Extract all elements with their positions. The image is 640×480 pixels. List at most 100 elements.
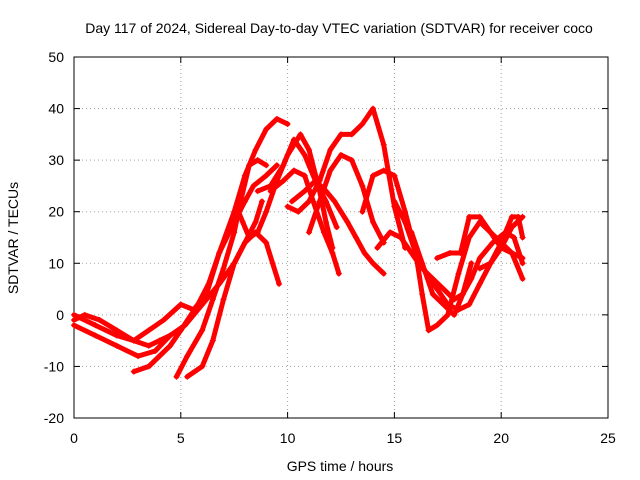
data-point xyxy=(333,224,340,231)
data-point xyxy=(451,311,458,318)
data-point xyxy=(184,373,191,380)
data-point xyxy=(301,151,308,158)
data-point xyxy=(301,172,308,179)
x-tick-label: 15 xyxy=(387,430,403,446)
series-sat-r xyxy=(476,213,526,272)
data-point xyxy=(459,291,466,298)
data-point xyxy=(344,219,351,226)
data-point xyxy=(370,219,377,226)
data-point xyxy=(359,208,366,215)
series-sat-h xyxy=(254,136,340,231)
data-point xyxy=(329,249,336,256)
data-point xyxy=(352,234,359,241)
data-point xyxy=(113,332,120,339)
data-point xyxy=(130,368,137,375)
data-point xyxy=(280,177,287,184)
data-point xyxy=(220,296,227,303)
data-point xyxy=(152,347,159,354)
x-axis-label: GPS time / hours xyxy=(287,458,394,474)
data-point xyxy=(263,126,270,133)
data-point xyxy=(419,260,426,267)
data-point xyxy=(305,229,312,236)
data-point xyxy=(250,182,257,189)
data-point xyxy=(489,239,496,246)
data-point xyxy=(246,162,253,169)
data-point xyxy=(476,255,483,262)
data-point xyxy=(177,301,184,308)
data-point xyxy=(269,260,276,267)
data-point xyxy=(338,131,344,138)
data-point xyxy=(280,162,287,169)
series-sat-a xyxy=(71,162,280,344)
data-point xyxy=(338,151,344,158)
data-point xyxy=(476,280,483,287)
data-point xyxy=(239,219,246,226)
data-point xyxy=(391,172,398,179)
series-line xyxy=(184,229,282,380)
y-axis-label: SDTVAR / TECUs xyxy=(5,182,21,294)
data-point xyxy=(267,188,274,195)
data-point xyxy=(263,162,270,169)
data-point xyxy=(519,260,526,267)
data-point xyxy=(71,322,77,329)
data-point xyxy=(81,311,88,318)
data-point xyxy=(466,213,473,220)
data-point xyxy=(468,260,475,267)
data-point xyxy=(291,167,298,174)
data-point xyxy=(113,327,120,334)
data-point xyxy=(263,208,270,215)
data-point xyxy=(476,213,483,220)
data-point xyxy=(237,198,244,205)
data-point xyxy=(397,234,404,241)
data-point xyxy=(160,317,167,324)
data-point xyxy=(167,332,174,339)
data-point xyxy=(434,322,441,329)
data-point xyxy=(297,131,304,138)
data-point xyxy=(434,286,441,293)
data-point xyxy=(216,249,223,256)
data-point xyxy=(359,121,366,128)
data-point xyxy=(434,255,441,262)
series-line xyxy=(255,137,340,230)
data-point xyxy=(361,249,368,256)
data-point xyxy=(205,280,212,287)
data-point xyxy=(96,317,103,324)
data-point xyxy=(370,105,377,112)
data-point xyxy=(276,280,283,287)
data-point xyxy=(359,182,366,189)
data-point xyxy=(273,115,280,122)
x-tick-label: 25 xyxy=(600,430,616,446)
data-point xyxy=(391,198,398,205)
data-point xyxy=(199,363,206,370)
data-point xyxy=(263,239,270,246)
data-point xyxy=(194,301,201,308)
data-point xyxy=(254,188,261,195)
data-point xyxy=(327,167,334,174)
data-point xyxy=(167,342,174,349)
data-point xyxy=(71,311,77,318)
series-sat-e xyxy=(173,157,270,380)
y-tick-label: -20 xyxy=(44,410,64,426)
data-point xyxy=(145,327,152,334)
data-point xyxy=(231,229,238,236)
data-point xyxy=(220,265,227,272)
data-point xyxy=(323,219,330,226)
data-point xyxy=(508,249,515,256)
y-tick-label: 40 xyxy=(48,101,64,117)
data-point xyxy=(130,337,137,344)
series-sat-q xyxy=(408,229,475,318)
data-point xyxy=(402,208,409,215)
data-point xyxy=(113,342,120,349)
data-point xyxy=(425,327,432,334)
data-point xyxy=(135,353,142,360)
y-tick-label: -10 xyxy=(44,358,64,374)
series-line xyxy=(71,312,173,349)
data-point xyxy=(173,373,180,380)
data-point xyxy=(316,198,323,205)
data-point xyxy=(288,198,295,205)
series-layer xyxy=(71,105,526,380)
series-sat-l xyxy=(305,151,387,246)
series-sat-f xyxy=(184,229,283,380)
data-point xyxy=(252,219,259,226)
data-point xyxy=(145,342,152,349)
